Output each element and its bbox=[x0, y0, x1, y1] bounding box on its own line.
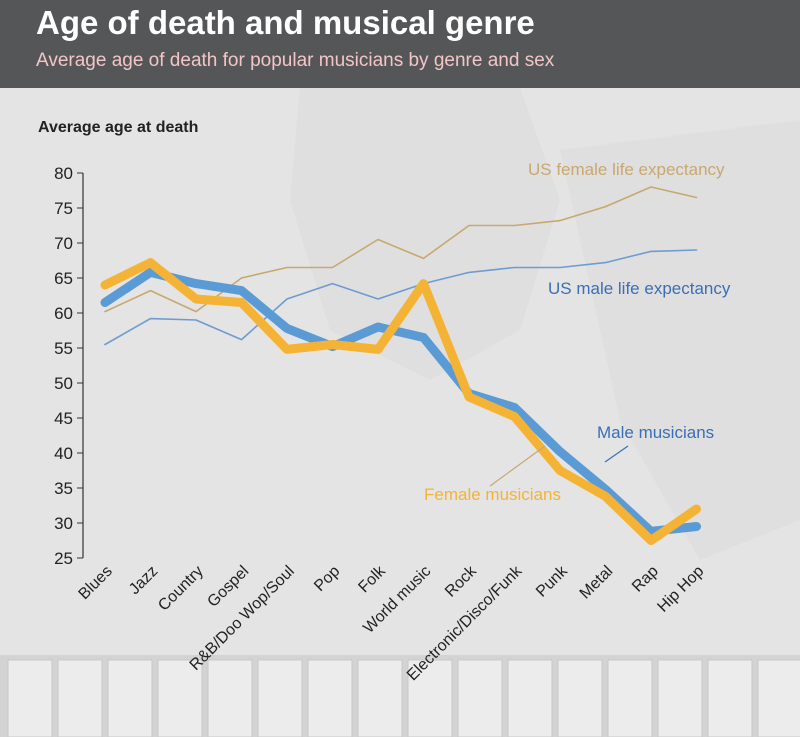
series-line-us-male-life-expectancy bbox=[104, 249, 698, 346]
piano-key bbox=[707, 659, 753, 737]
piano-key bbox=[207, 659, 253, 737]
piano-key bbox=[307, 659, 353, 737]
piano-key bbox=[507, 659, 553, 737]
series-line-male-musicians bbox=[100, 267, 701, 536]
y-tick-label: 40 bbox=[54, 444, 73, 463]
y-tick-label: 55 bbox=[54, 339, 73, 358]
piano-key bbox=[157, 659, 203, 737]
series-line-female-musicians bbox=[100, 258, 701, 545]
piano-key bbox=[257, 659, 303, 737]
piano-key bbox=[407, 659, 453, 737]
y-tick-label: 60 bbox=[54, 304, 73, 323]
y-tick-label: 50 bbox=[54, 374, 73, 393]
piano-key bbox=[557, 659, 603, 737]
piano-key bbox=[357, 659, 403, 737]
piano-key bbox=[757, 659, 800, 737]
y-axis-title: Average age at death bbox=[38, 119, 198, 136]
y-tick-label: 45 bbox=[54, 409, 73, 428]
chart-subtitle: Average age of death for popular musicia… bbox=[36, 50, 555, 71]
background-photo bbox=[0, 88, 800, 737]
piano-key bbox=[107, 659, 153, 737]
y-tick-label: 25 bbox=[54, 549, 73, 568]
annotation-label: Male musicians bbox=[597, 423, 714, 442]
piano-key bbox=[657, 659, 703, 737]
y-tick-label: 65 bbox=[54, 269, 73, 288]
series-line-us-female-life-expectancy bbox=[104, 186, 698, 313]
y-tick-label: 35 bbox=[54, 479, 73, 498]
header-bar bbox=[0, 0, 800, 88]
y-tick-label: 80 bbox=[54, 164, 73, 183]
piano-key bbox=[607, 659, 653, 737]
piano-key bbox=[7, 659, 53, 737]
annotation-label: US female life expectancy bbox=[528, 160, 725, 179]
female-annotation-leader bbox=[489, 445, 546, 487]
male-annotation-leader bbox=[604, 445, 629, 463]
piano-key bbox=[457, 659, 503, 737]
y-tick-label: 75 bbox=[54, 199, 73, 218]
annotation-label: US male life expectancy bbox=[548, 279, 731, 298]
y-tick-label: 70 bbox=[54, 234, 73, 253]
piano-keys bbox=[7, 659, 800, 737]
annotation-label: Female musicians bbox=[424, 485, 561, 504]
piano-key bbox=[57, 659, 103, 737]
series-layer bbox=[100, 186, 701, 545]
y-tick-label: 30 bbox=[54, 514, 73, 533]
y-axis: 25 30 35 40 45 50 55 60 65 70 75 80 Average age at d… bbox=[38, 119, 198, 568]
chart-title: Age of death and musical genre bbox=[36, 4, 535, 41]
